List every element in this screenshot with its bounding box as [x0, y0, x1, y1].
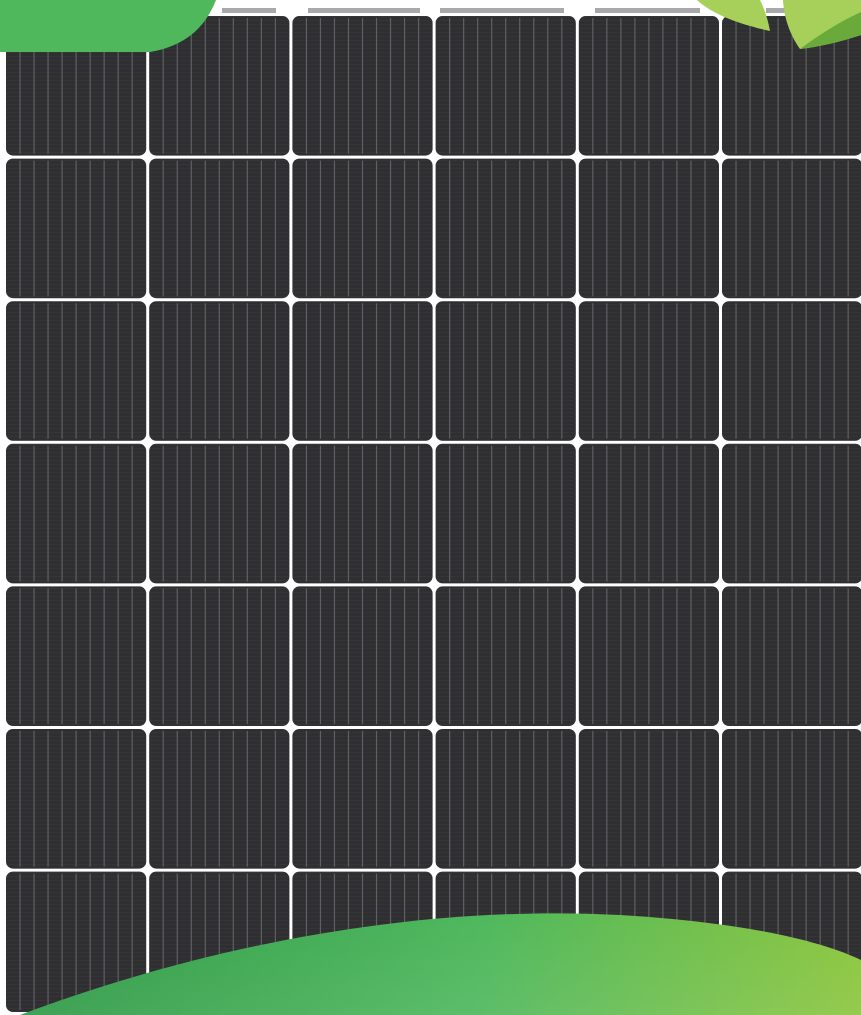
cell-corner-nodes: [141, 150, 727, 877]
solar-cell: [149, 16, 290, 156]
solar-cell: [578, 586, 719, 726]
solar-cell: [435, 158, 576, 299]
bottom-wave-sheen: [20, 913, 861, 1015]
leaf-left: [697, 0, 770, 31]
solar-cell: [578, 158, 719, 299]
solar-cell: [722, 729, 861, 869]
solar-cell: [578, 16, 719, 156]
cell-corner-node: [284, 150, 298, 164]
solar-cell: [292, 158, 433, 299]
solar-cell: [722, 158, 861, 299]
solar-cell: [292, 443, 433, 584]
cell-corner-node: [284, 293, 298, 307]
busbar-strip: [595, 8, 700, 13]
busbar-strip: [440, 8, 564, 13]
solar-cell: [292, 16, 433, 156]
cell-corner-node: [427, 435, 441, 449]
solar-cell: [6, 443, 147, 584]
cell-corner-node: [427, 293, 441, 307]
solar-cell: [6, 301, 147, 441]
solar-cell: [578, 729, 719, 869]
leaf-right-shade: [800, 12, 861, 49]
solar-cell: [6, 729, 147, 869]
solar-cell: [6, 586, 147, 726]
solar-cell: [6, 158, 147, 299]
solar-cell: [292, 301, 433, 441]
busbar-strip: [308, 8, 420, 13]
cell-corner-node: [141, 150, 155, 164]
solar-cell: [149, 586, 290, 726]
top-left-green-shape: [0, 0, 216, 52]
solar-cell: [722, 301, 861, 441]
solar-cell: [149, 729, 290, 869]
solar-cell: [435, 301, 576, 441]
solar-cell: [435, 443, 576, 584]
cell-corner-node: [427, 150, 441, 164]
solar-cell: [722, 16, 861, 156]
solar-cell: [292, 729, 433, 869]
solar-cell: [149, 301, 290, 441]
solar-cell: [435, 586, 576, 726]
solar-cell: [722, 586, 861, 726]
cell-corner-node: [141, 293, 155, 307]
busbar-strip: [222, 8, 276, 13]
cell-corner-node: [141, 435, 155, 449]
solar-cell: [435, 729, 576, 869]
solar-cell: [149, 443, 290, 584]
solar-cell: [722, 443, 861, 584]
cell-corner-node: [284, 435, 298, 449]
solar-cell: [6, 871, 147, 1012]
solar-cell: [435, 16, 576, 156]
solar-cell: [578, 301, 719, 441]
cell-grid: [6, 16, 861, 1012]
solar-cell: [292, 586, 433, 726]
solar-cell: [149, 158, 290, 299]
solar-cell: [578, 443, 719, 584]
